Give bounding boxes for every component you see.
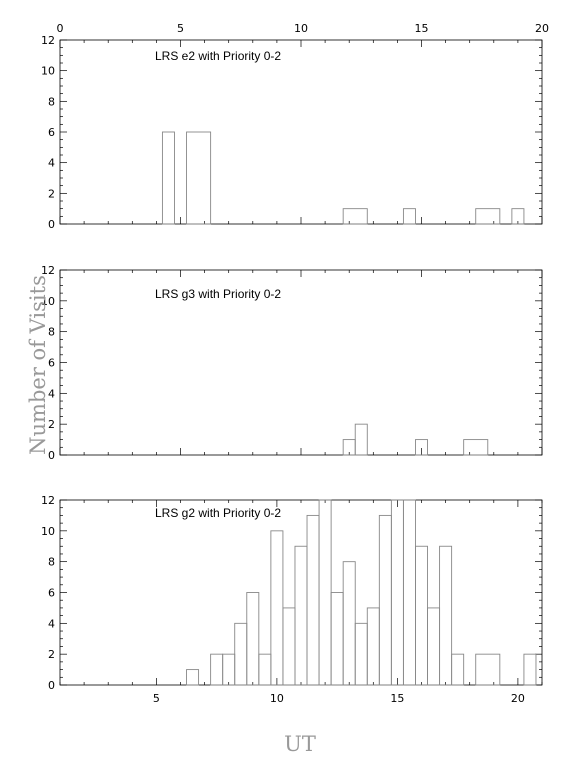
- histogram-bar: [186, 669, 200, 686]
- y-tick-label: 8: [48, 326, 55, 339]
- histogram-bar: [415, 545, 428, 686]
- x-tick-label: 0: [57, 22, 64, 35]
- y-axis-label: Number of Visits: [26, 275, 50, 455]
- histogram-bar: [451, 653, 465, 686]
- histogram-bar: [366, 607, 380, 686]
- plot-frame: [59, 39, 543, 225]
- histogram-bar: [390, 499, 404, 686]
- panel-lrs-g2: LRS g2 with Priority 0-2 0 2 4 6 8 10 12 5 10 15 2…: [41, 494, 543, 705]
- histogram-bar: [342, 208, 368, 225]
- y-tick-label: 4: [48, 157, 55, 170]
- y-tick-label: 8: [48, 95, 55, 108]
- plot-frame: [59, 269, 543, 456]
- y-tick-label: 8: [48, 556, 55, 569]
- histogram-bar: [475, 653, 501, 686]
- x-axis-label: UT: [284, 732, 316, 756]
- x-tick-label: 5: [153, 692, 160, 705]
- x-tick-label: 20: [511, 692, 525, 705]
- histogram-bar: [161, 131, 175, 225]
- y-tick-label: 10: [41, 295, 55, 308]
- histogram-bar: [258, 653, 272, 686]
- x-tick-label: 15: [415, 22, 429, 35]
- y-tick-label: 4: [48, 387, 55, 400]
- y-tick-label: 2: [48, 418, 55, 431]
- x-tick-label: 10: [270, 692, 284, 705]
- histogram-bar: [342, 561, 356, 686]
- histogram-bar: [186, 131, 212, 225]
- x-tick-label: 20: [535, 22, 549, 35]
- histogram-bar: [210, 653, 224, 686]
- histogram-bar: [306, 514, 320, 686]
- histogram-bar: [427, 607, 441, 686]
- histogram-bar: [354, 622, 368, 686]
- y-tick-label: 6: [48, 357, 55, 370]
- panel-title: LRS g2 with Priority 0-2: [155, 506, 281, 520]
- y-tick-label: 12: [41, 264, 55, 277]
- y-tick-label: 10: [41, 525, 55, 538]
- y-tick-label: 2: [48, 187, 55, 200]
- histogram-bar: [330, 592, 344, 686]
- y-tick-label: 2: [48, 648, 55, 661]
- panel-title: LRS e2 with Priority 0-2: [155, 49, 281, 63]
- histogram-bar: [402, 208, 416, 225]
- histogram-bar: [415, 439, 428, 456]
- histogram-bar: [294, 545, 308, 686]
- y-tick-label: 12: [41, 34, 55, 47]
- histogram-bar: [402, 499, 416, 686]
- plot-frame: [59, 499, 543, 686]
- y-tick-label: 10: [41, 65, 55, 78]
- y-tick-label: 12: [41, 494, 55, 507]
- histogram-bar: [475, 208, 501, 225]
- histogram-bar: [523, 653, 537, 686]
- histogram-bar: [511, 208, 525, 225]
- x-tick-label: 10: [294, 22, 308, 35]
- panel-title: LRS g3 with Priority 0-2: [155, 287, 281, 301]
- y-tick-label: 4: [48, 617, 55, 630]
- panel-lrs-g3: LRS g3 with Priority 0-2 0 2 4 6 8 10 12: [41, 264, 543, 462]
- histogram-bar: [246, 592, 260, 686]
- y-tick-label: 6: [48, 126, 55, 139]
- histogram-bar: [282, 607, 296, 686]
- y-tick-label: 0: [48, 449, 55, 462]
- y-tick-label: 6: [48, 587, 55, 600]
- histogram-bar: [318, 499, 332, 686]
- histogram-bar: [463, 439, 489, 456]
- histogram-bar: [439, 545, 453, 686]
- histogram-bar: [270, 530, 284, 686]
- histogram-bar: [234, 622, 248, 686]
- y-tick-label: 0: [48, 679, 55, 692]
- y-tick-label: 0: [48, 218, 55, 231]
- histogram-bar: [378, 514, 392, 686]
- x-tick-label: 15: [390, 692, 404, 705]
- x-tick-label: 5: [177, 22, 184, 35]
- histogram-bar: [222, 653, 236, 686]
- histogram-bar: [354, 423, 368, 456]
